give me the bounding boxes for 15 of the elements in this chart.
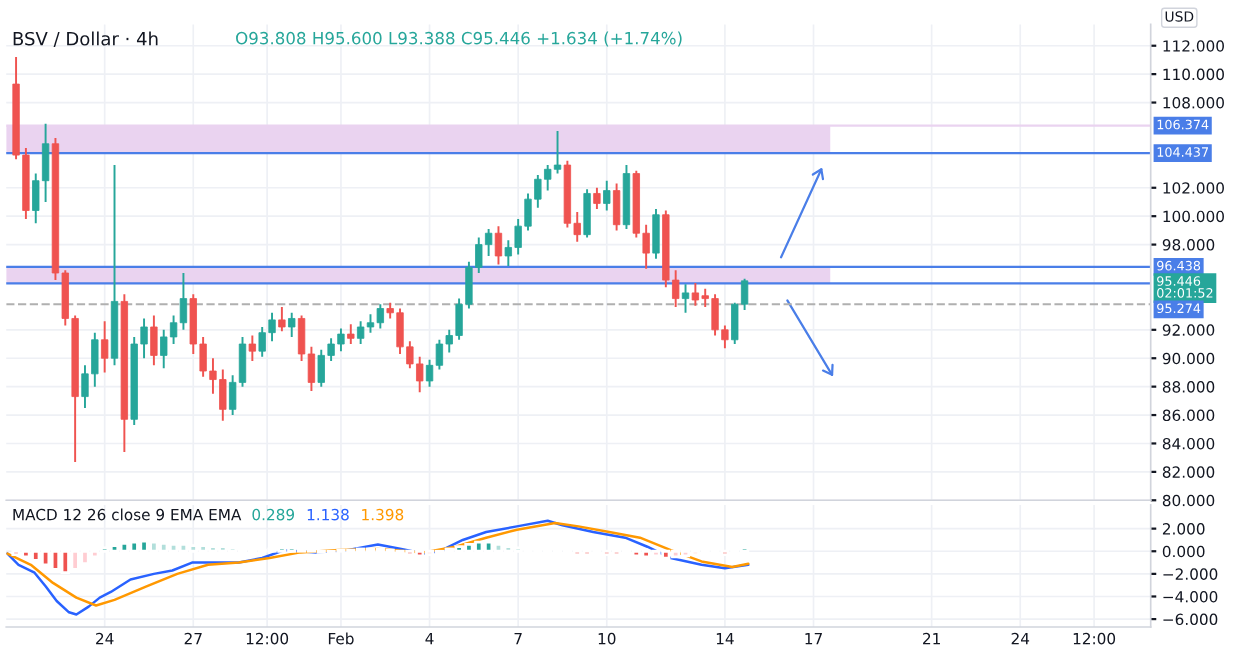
candlestick [583,188,591,239]
candlestick [288,311,296,338]
candlestick [150,314,158,367]
candlestick [603,179,611,212]
candlestick [593,186,601,211]
candlestick [248,334,257,363]
candlestick [681,283,690,314]
candlestick [612,182,621,232]
chart-title: BSV / Dollar · 4h [13,31,158,47]
candlestick [278,306,286,333]
candlestick [494,225,503,266]
chart-subtitle: O93.808 H95.600 L93.388 C95.446 +1.634 (+1.74%) [236,31,682,47]
candlestick [101,320,109,374]
candlestick [652,208,660,260]
candlestick [347,323,355,345]
